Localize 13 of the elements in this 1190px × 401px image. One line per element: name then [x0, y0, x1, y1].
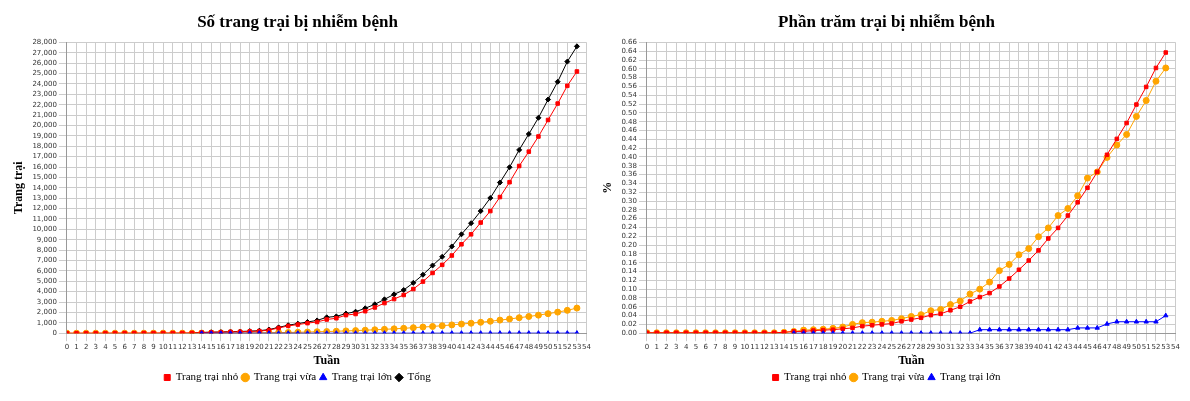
legend-label: Trang trại lớn	[940, 370, 1001, 383]
chart-title: Phần trăm trại bị nhiễm bệnh	[778, 11, 996, 31]
legend-label: Trang trại nhỏ	[175, 370, 239, 383]
legend-label: Trang trại vừa	[253, 370, 317, 383]
y-axis-title: %	[600, 181, 615, 194]
x-axis-title: Tuần	[313, 352, 341, 367]
chart-title: Số trang trại bị nhiễm bệnh	[197, 11, 399, 31]
legend-label: Tổng	[407, 370, 432, 383]
x-axis-title: Tuần	[898, 352, 925, 367]
y-axis-title: Trang trại	[11, 160, 26, 215]
legend-label: Trang trại vừa	[862, 370, 925, 383]
legend-label: Trang trại nhỏ	[784, 370, 848, 383]
legend-label: Trang trại lớn	[331, 370, 393, 383]
